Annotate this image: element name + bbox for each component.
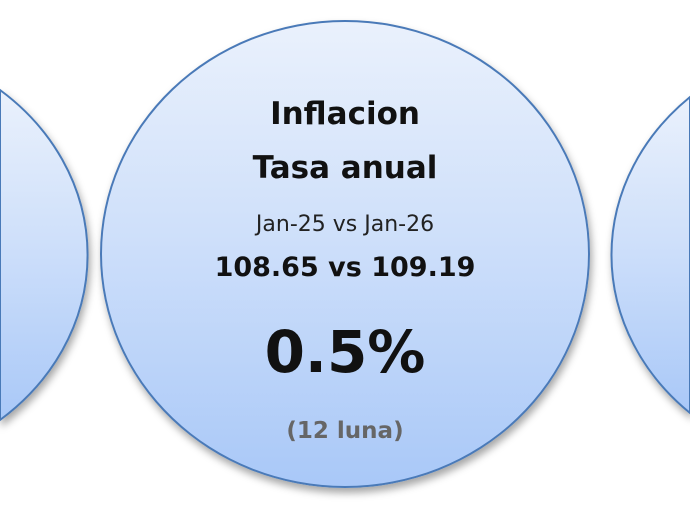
title-line2: Tasa anual xyxy=(252,150,438,186)
inflation-circle: Inflacion Tasa anual Jan-25 vs Jan-26 10… xyxy=(100,20,590,488)
left-circle xyxy=(0,88,89,422)
inflation-rate: 0.5% xyxy=(264,318,426,386)
right-circle xyxy=(610,95,690,415)
period-label: Jan-25 vs Jan-26 xyxy=(255,212,435,237)
period-note: (12 luna) xyxy=(286,418,404,444)
title-line1: Inflacion xyxy=(270,96,420,132)
index-values: 108.65 vs 109.19 xyxy=(214,252,476,283)
